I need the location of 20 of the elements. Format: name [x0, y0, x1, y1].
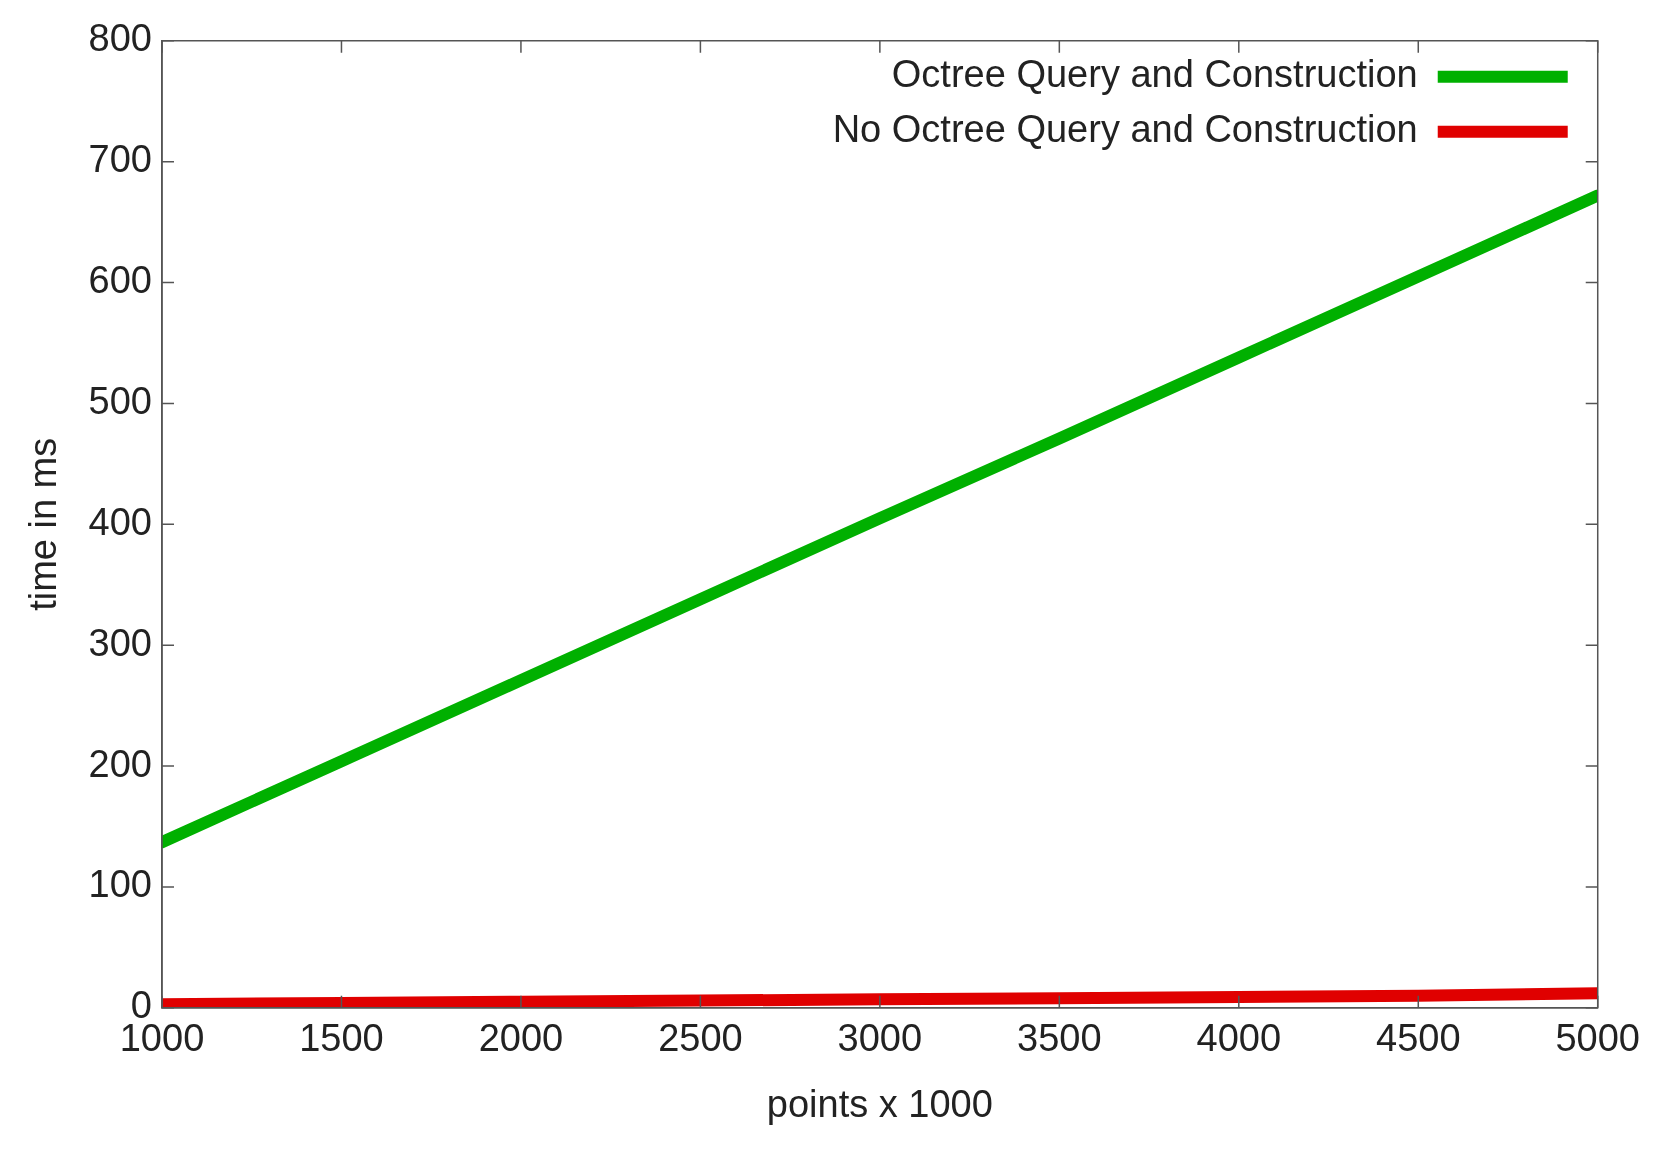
legend-label: Octree Query and Construction: [891, 53, 1418, 96]
x-tick-label: 3000: [837, 1017, 923, 1060]
x-tick-label: 5000: [1555, 1017, 1641, 1060]
y-tick-label: 600: [88, 259, 152, 302]
y-tick-label: 800: [88, 17, 152, 60]
x-tick-label: 3500: [1017, 1017, 1102, 1060]
y-tick-label: 200: [88, 742, 152, 785]
y-tick-label: 300: [88, 621, 152, 664]
legend-label: No Octree Query and Construction: [832, 108, 1418, 151]
y-tick-label: 700: [88, 138, 152, 181]
y-tick-label: 400: [88, 500, 152, 543]
y-tick-label: 500: [88, 379, 152, 422]
x-axis-title: points x 1000: [766, 1082, 993, 1125]
y-axis-title: time in ms: [22, 437, 65, 611]
x-tick-label: 4500: [1375, 1017, 1461, 1060]
x-tick-label: 4000: [1196, 1017, 1282, 1060]
x-tick-label: 1500: [299, 1017, 384, 1060]
y-tick-label: 100: [88, 863, 152, 906]
x-tick-label: 2500: [658, 1017, 743, 1060]
x-tick-label: 2000: [478, 1017, 564, 1060]
